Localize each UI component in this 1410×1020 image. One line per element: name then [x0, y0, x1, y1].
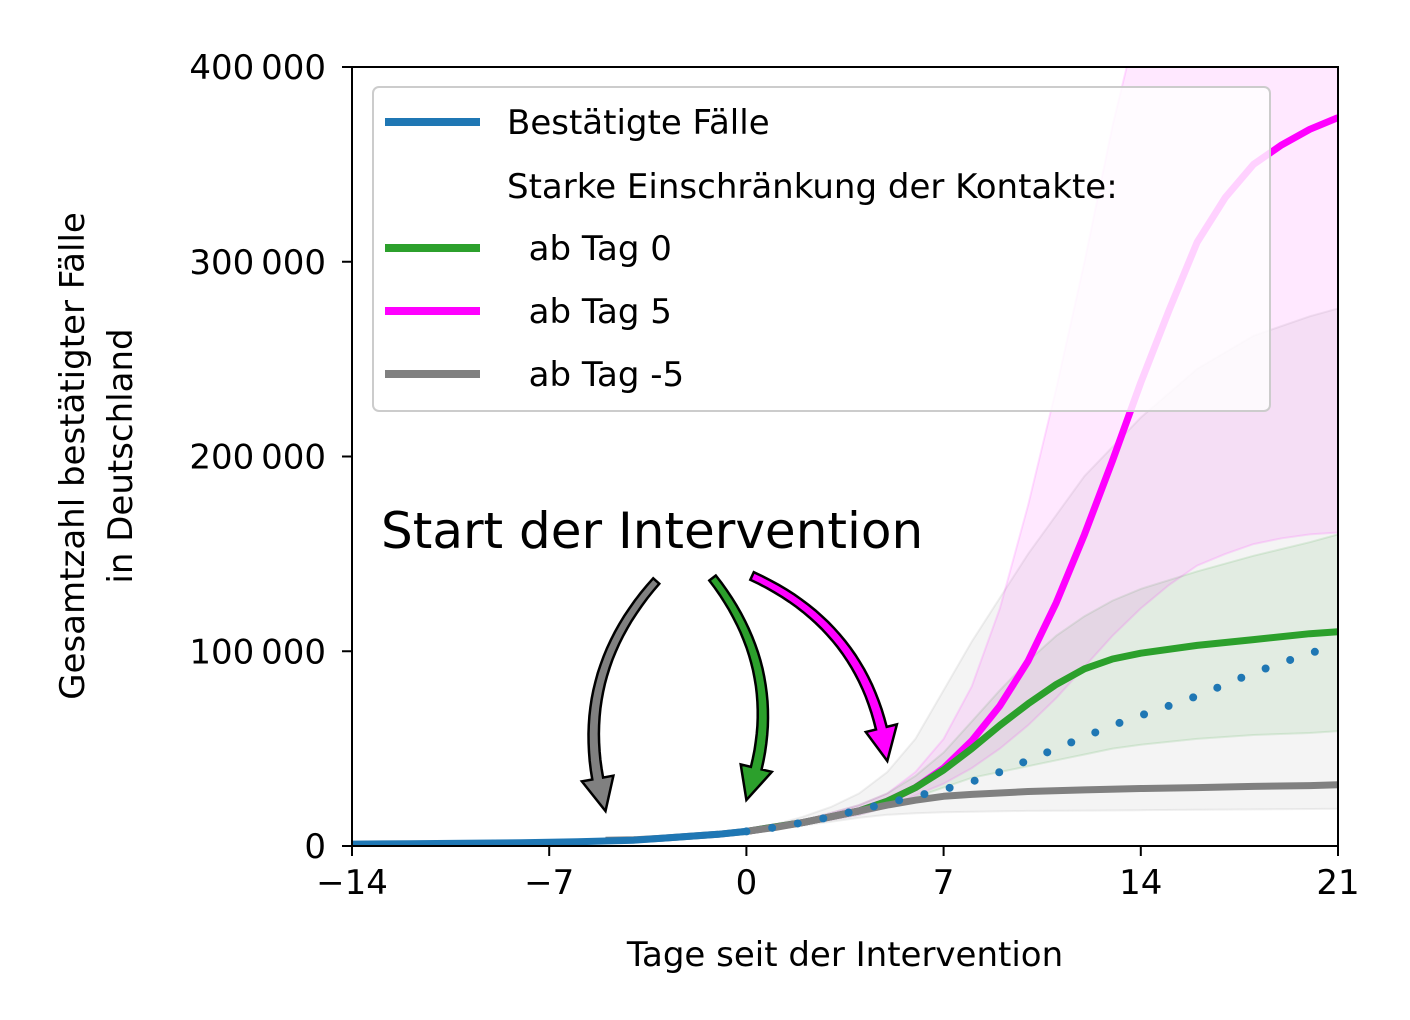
annotation-arrow [579, 576, 662, 814]
x-tick-label: −7 [524, 863, 574, 903]
annotation-arrow [748, 570, 899, 764]
legend: Bestätigte Fälle Starke Einschränkung de… [372, 86, 1271, 412]
x-tick-label: 21 [1316, 863, 1359, 903]
x-tick-label: 0 [736, 863, 758, 903]
x-tick-label: −14 [316, 863, 388, 903]
legend-label-day-0: ab Tag 0 [507, 229, 672, 269]
y-tick-label: 400 000 [189, 48, 326, 88]
legend-heading-restrictions: Starke Einschränkung der Kontakte: [507, 167, 1118, 207]
y-tick-label: 100 000 [189, 632, 326, 672]
y-tick-label: 0 [304, 827, 326, 867]
y-tick-label: 300 000 [189, 243, 326, 283]
x-axis: −14 −7 0 7 14 21 [316, 846, 1360, 903]
annotation-arrows [579, 570, 899, 814]
legend-label-day-5: ab Tag 5 [507, 292, 672, 332]
band-ab-tag-0 [746, 533, 1338, 833]
x-tick-label: 14 [1119, 863, 1162, 903]
y-axis: 0 100 000 200 000 300 000 400 000 [189, 48, 352, 867]
x-axis-label: Tage seit der Intervention [626, 935, 1063, 975]
line-best-tigte-f-lle-prognose [742, 641, 1338, 836]
x-tick-label: 7 [933, 863, 955, 903]
y-tick-label: 200 000 [189, 438, 326, 478]
legend-label-day-minus-5: ab Tag -5 [507, 355, 684, 395]
annotation-arrow [707, 573, 775, 803]
line-best-tigte-f-lle [352, 827, 747, 846]
y-axis-label-line-1: Gesamtzahl bestätigter Fälle [53, 212, 93, 700]
y-axis-label-line-2: in Deutschland [101, 328, 141, 583]
legend-label-confirmed: Bestätigte Fälle [507, 103, 770, 143]
annotation-text: Start der Intervention [381, 502, 923, 560]
legend-box [372, 86, 1271, 412]
